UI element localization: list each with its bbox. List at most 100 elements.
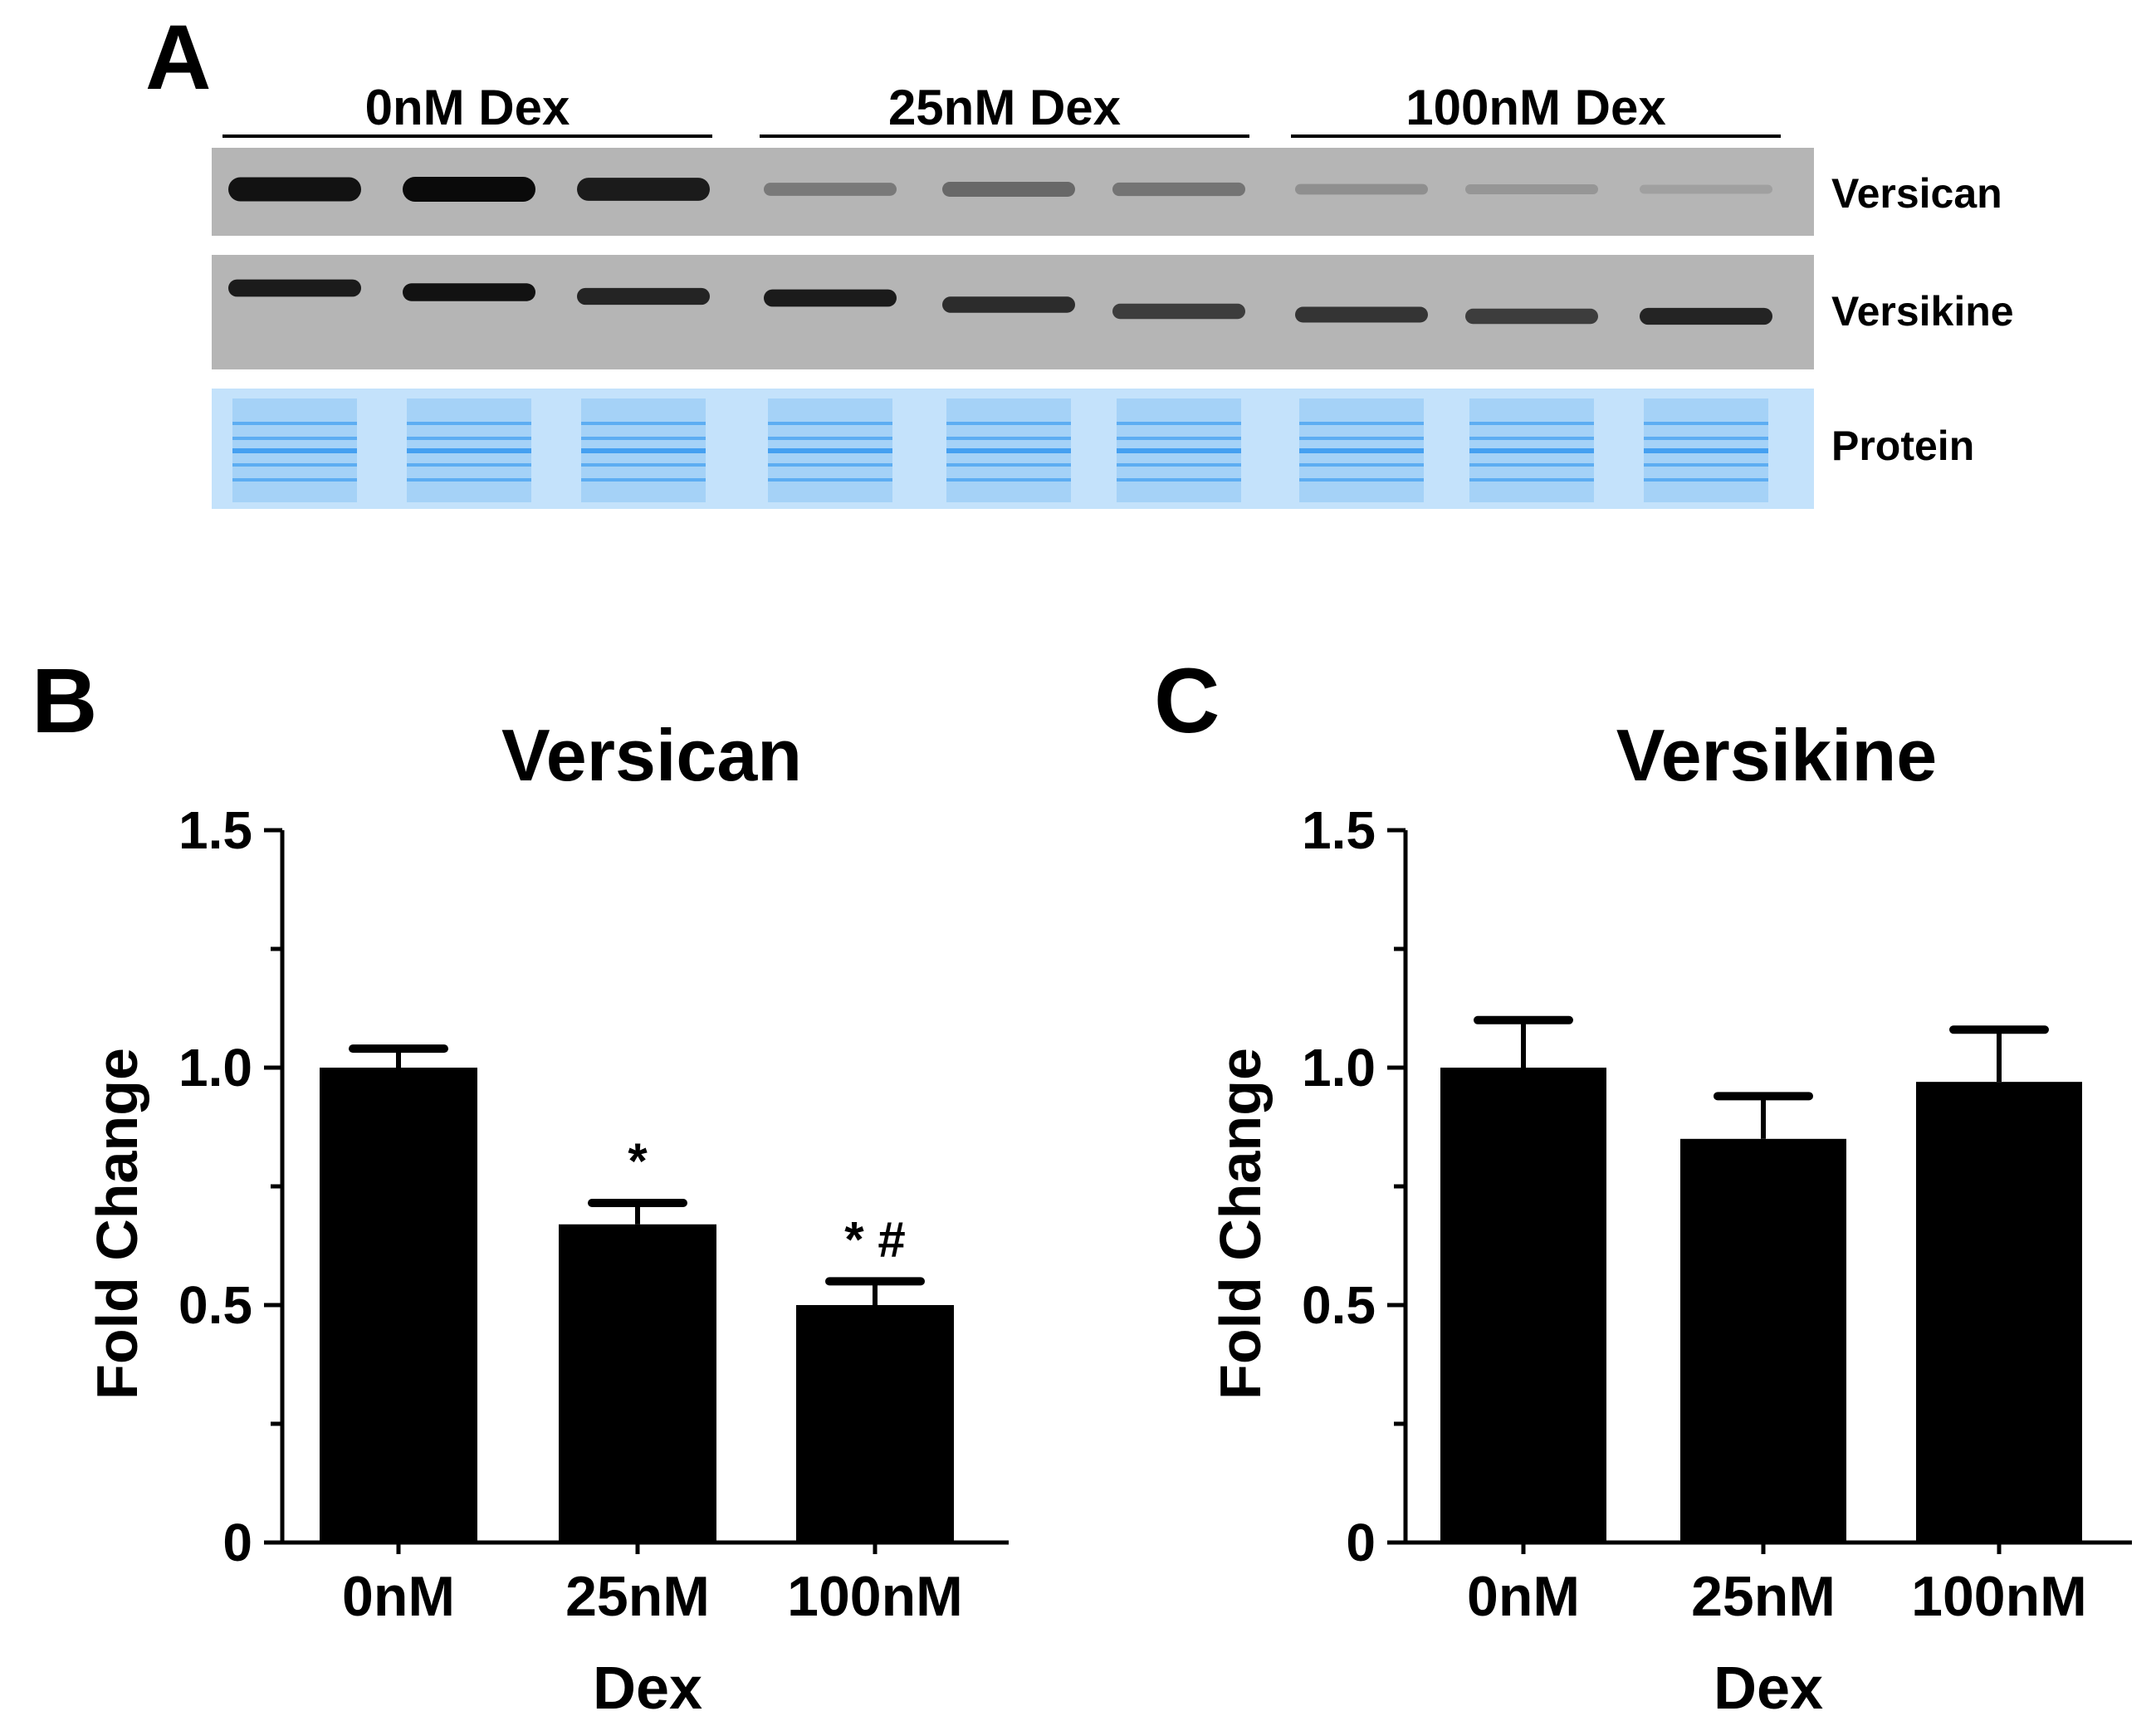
versikine-band xyxy=(577,287,710,306)
protein-blot-label: Protein xyxy=(1831,423,1975,469)
chart-title: Versican xyxy=(501,714,802,796)
versikine-band xyxy=(764,289,897,307)
panel-a-letter: A xyxy=(145,7,212,109)
versikine-band xyxy=(942,296,1075,313)
versican-band xyxy=(1640,184,1772,194)
bar-25nM xyxy=(559,1224,716,1543)
protein-band xyxy=(1117,422,1241,425)
versikine-band xyxy=(1295,306,1428,323)
protein-band xyxy=(768,448,892,453)
protein-band xyxy=(1117,478,1241,482)
group-line-100nm xyxy=(1291,134,1781,138)
chart-title: Versikine xyxy=(1616,714,1938,796)
versican-blot-label: Versican xyxy=(1831,170,2002,217)
protein-band xyxy=(946,422,1071,425)
x-tick-label: 100nM xyxy=(1911,1565,2087,1628)
bar-25nM xyxy=(1680,1138,1846,1543)
y-axis-label: Fold Change xyxy=(1208,1048,1273,1400)
protein-blot xyxy=(212,389,1814,509)
protein-band xyxy=(1469,422,1594,425)
protein-band xyxy=(1644,448,1768,453)
group-label-0nm: 0nM Dex xyxy=(364,80,570,135)
bar-100nM xyxy=(796,1305,954,1543)
versikine-band xyxy=(1465,308,1598,325)
versican-band xyxy=(228,177,361,202)
protein-band xyxy=(581,478,706,482)
bar-100nM xyxy=(1916,1082,2082,1543)
protein-band xyxy=(232,422,357,425)
protein-band xyxy=(1299,437,1424,440)
protein-band xyxy=(1644,437,1768,440)
y-tick-label: 1.5 xyxy=(1302,800,1376,860)
protein-band xyxy=(1469,463,1594,467)
protein-band xyxy=(946,448,1071,453)
protein-band xyxy=(232,448,357,453)
versican-band xyxy=(1295,183,1428,195)
protein-band xyxy=(1469,448,1594,453)
protein-band xyxy=(1117,448,1241,453)
versican-band xyxy=(403,177,535,202)
group-label-25nm: 25nM Dex xyxy=(887,80,1122,135)
protein-band xyxy=(407,448,531,453)
versican-band xyxy=(1465,184,1598,194)
protein-band xyxy=(1469,437,1594,440)
significance-annotation: * xyxy=(628,1133,648,1189)
protein-band xyxy=(1469,478,1594,482)
protein-band xyxy=(407,422,531,425)
y-tick-label: 1.5 xyxy=(178,800,252,860)
protein-band xyxy=(1299,422,1424,425)
x-axis-label: Dex xyxy=(593,1655,702,1721)
protein-band xyxy=(1299,463,1424,467)
y-tick-label: 0 xyxy=(1346,1513,1376,1572)
versikine-blot xyxy=(212,255,1814,369)
group-line-0nm xyxy=(222,134,712,138)
x-tick-label: 25nM xyxy=(1691,1565,1836,1628)
protein-band xyxy=(581,448,706,453)
versikine-band xyxy=(403,283,535,301)
protein-band xyxy=(946,437,1071,440)
y-tick-label: 0.5 xyxy=(1302,1275,1376,1335)
protein-band xyxy=(768,422,892,425)
bar-0nM xyxy=(1440,1068,1606,1543)
protein-band xyxy=(1117,437,1241,440)
versikine-blot-label: Versikine xyxy=(1831,288,2014,335)
panel-b-letter: B xyxy=(32,650,98,752)
versikine-band xyxy=(1640,307,1772,325)
protein-band xyxy=(946,463,1071,467)
protein-band xyxy=(232,463,357,467)
x-tick-label: 100nM xyxy=(787,1565,963,1628)
protein-band xyxy=(581,437,706,440)
protein-band xyxy=(407,478,531,482)
x-tick-label: 0nM xyxy=(342,1565,455,1628)
protein-band xyxy=(946,478,1071,482)
protein-band xyxy=(407,463,531,467)
protein-band xyxy=(1644,478,1768,482)
protein-band xyxy=(1644,422,1768,425)
y-tick-label: 1.0 xyxy=(1302,1038,1376,1098)
y-axis-label: Fold Change xyxy=(85,1048,149,1400)
protein-band xyxy=(768,463,892,467)
protein-band xyxy=(232,478,357,482)
protein-band xyxy=(1299,448,1424,453)
protein-band xyxy=(1644,463,1768,467)
protein-band xyxy=(407,437,531,440)
protein-band xyxy=(581,422,706,425)
protein-band xyxy=(768,437,892,440)
protein-band xyxy=(581,463,706,467)
versican-band xyxy=(1112,182,1245,197)
x-axis-label: Dex xyxy=(1714,1655,1823,1721)
y-tick-label: 1.0 xyxy=(178,1038,252,1098)
group-label-100nm: 100nM Dex xyxy=(1406,80,1666,135)
bar-0nM xyxy=(320,1068,477,1543)
versican-band xyxy=(764,183,897,196)
protein-band xyxy=(232,437,357,440)
protein-band xyxy=(1299,478,1424,482)
versikine-band xyxy=(1112,303,1245,320)
versikine-band xyxy=(228,279,361,297)
versican-band xyxy=(942,182,1075,197)
versican-blot xyxy=(212,148,1814,236)
x-tick-label: 0nM xyxy=(1467,1565,1580,1628)
protein-band xyxy=(768,478,892,482)
versican-band xyxy=(577,178,710,201)
